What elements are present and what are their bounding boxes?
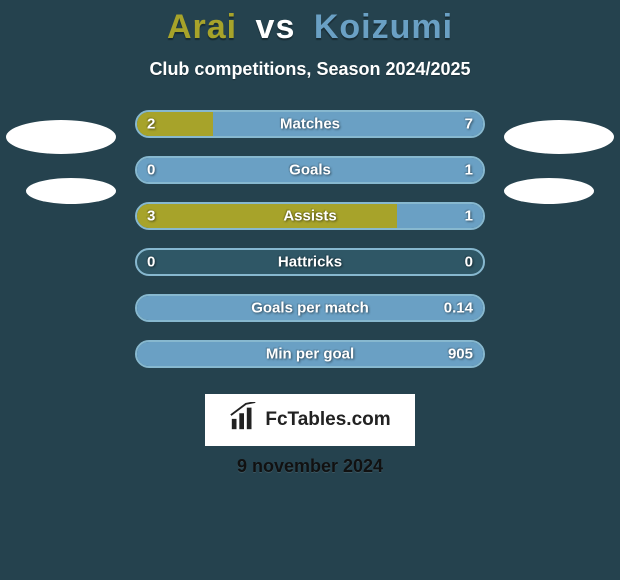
metric-label: Goals: [289, 162, 331, 179]
player1-club-badge: [6, 120, 116, 154]
stat-bar: 0 1 Goals: [135, 156, 485, 184]
player1-name: Arai: [167, 8, 237, 46]
stat-bar: 2 7 Matches: [135, 110, 485, 138]
metric-label: Min per goal: [266, 346, 354, 363]
player2-value: 1: [465, 208, 473, 225]
metric-label: Assists: [283, 208, 336, 225]
stat-bar: 3 1 Assists: [135, 202, 485, 230]
player1-value: 0: [147, 254, 155, 271]
player2-value: 0: [465, 254, 473, 271]
player1-value: 2: [147, 116, 155, 133]
player2-value: 1: [465, 162, 473, 179]
logo-text: FcTables.com: [265, 409, 390, 431]
title-vs: vs: [256, 8, 296, 46]
player1-fill: [137, 204, 397, 228]
fctables-logo: FcTables.com: [205, 394, 415, 446]
player1-nationality-badge: [26, 178, 116, 204]
player2-nationality-badge: [504, 178, 594, 204]
metric-label: Matches: [280, 116, 340, 133]
metric-label: Goals per match: [251, 300, 369, 317]
stat-bar: 0.14 Goals per match: [135, 294, 485, 322]
player2-name: Koizumi: [314, 8, 453, 46]
subtitle: Club competitions, Season 2024/2025: [0, 59, 620, 80]
player2-value: 905: [448, 346, 473, 363]
chart-icon: [229, 402, 259, 438]
player2-value: 7: [465, 116, 473, 133]
stat-bar: 905 Min per goal: [135, 340, 485, 368]
player2-club-badge: [504, 120, 614, 154]
player2-fill: [213, 112, 483, 136]
snapshot-date: 9 november 2024: [237, 456, 383, 477]
comparison-bars: 2 7 Matches 0 1 Goals 3 1 Assists 0 0 Hattricks 0.14…: [135, 110, 485, 368]
player2-value: 0.14: [444, 300, 473, 317]
page-title: Arai vs Koizumi: [0, 0, 620, 47]
stat-bar: 0 0 Hattricks: [135, 248, 485, 276]
player1-value: 3: [147, 208, 155, 225]
comparison-infographic: Arai vs Koizumi Club competitions, Seaso…: [0, 0, 620, 580]
metric-label: Hattricks: [278, 254, 342, 271]
player1-value: 0: [147, 162, 155, 179]
